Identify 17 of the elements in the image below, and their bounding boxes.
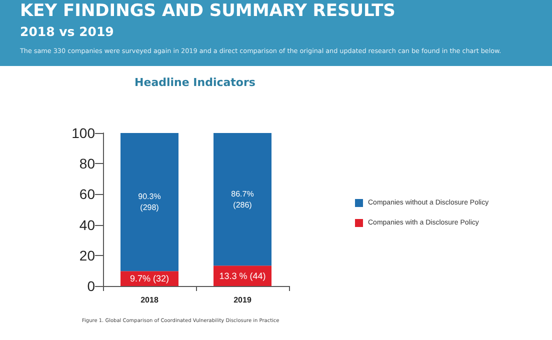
chart-title: KEY FINDINGS AND SUMMARY RESULTS: [20, 1, 396, 21]
chart-subtitle: 2018 vs 2019: [20, 24, 114, 39]
data-label: 86.7% (286): [231, 189, 254, 210]
y-tick-label: 80: [79, 156, 96, 172]
bar: [120, 133, 178, 272]
bar: [214, 133, 272, 266]
y-tick-label: 60: [79, 186, 96, 202]
y-tick-label: 40: [79, 216, 96, 233]
y-tick-label: 100: [72, 125, 96, 141]
y-tick-label: 20: [79, 247, 96, 264]
x-tick-label: 2019: [234, 296, 252, 304]
y-tick-label: 0: [87, 278, 96, 294]
x-tick-label: 2018: [140, 296, 159, 304]
data-label: 90.3% (298): [138, 192, 161, 212]
data-label: 9.7% (32): [130, 274, 170, 284]
data-label: 13.3 % (44): [219, 270, 266, 281]
text: Headline Indicators: [134, 76, 256, 89]
